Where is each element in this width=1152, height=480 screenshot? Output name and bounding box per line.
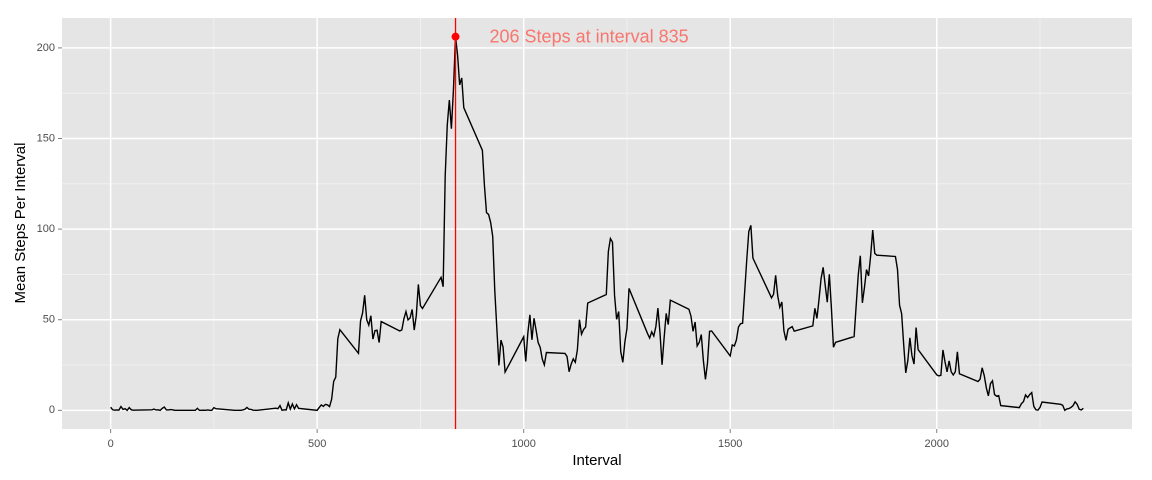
x-tick-label: 1000 <box>511 438 535 450</box>
y-tick-label: 50 <box>43 314 55 326</box>
x-axis-title: Interval <box>572 452 621 469</box>
y-tick-label: 0 <box>49 404 55 416</box>
x-tick-label: 500 <box>308 438 326 450</box>
x-tick-label: 1500 <box>718 438 742 450</box>
y-axis-title: Mean Steps Per Interval <box>12 143 29 304</box>
y-tick-label: 200 <box>37 42 55 54</box>
y-tick-label: 150 <box>37 132 55 144</box>
annotation-text: 206 Steps at interval 835 <box>490 26 689 46</box>
max-point <box>451 32 460 41</box>
y-tick-label: 100 <box>37 223 55 235</box>
plot-panel <box>62 18 1132 429</box>
data-line <box>110 36 1084 412</box>
x-tick-label: 0 <box>108 438 114 450</box>
x-tick-label: 2000 <box>924 438 948 450</box>
